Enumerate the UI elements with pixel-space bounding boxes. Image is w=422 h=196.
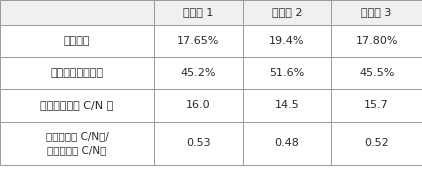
Bar [154,57,243,89]
Bar [243,0,331,24]
Bar [154,24,243,57]
Text: 51.6%: 51.6% [269,68,305,78]
Bar [243,122,331,165]
Bar [331,122,422,165]
Text: 秸秆中全氮量提高: 秸秆中全氮量提高 [51,68,103,78]
Bar [331,24,422,57]
Bar [0,122,154,165]
Text: 实施例 3: 实施例 3 [362,7,392,17]
Bar [154,122,243,165]
Text: 45.2%: 45.2% [181,68,216,78]
Text: 0.48: 0.48 [275,138,299,148]
Text: 19.4%: 19.4% [269,36,305,46]
Text: 实施例 1: 实施例 1 [183,7,214,17]
Text: 16.0: 16.0 [186,100,211,110]
Bar [331,57,422,89]
Text: 17.80%: 17.80% [355,36,398,46]
Bar [243,57,331,89]
Bar [154,0,243,24]
Text: 14.5: 14.5 [275,100,299,110]
Bar [243,24,331,57]
Text: 碳矿化率: 碳矿化率 [64,36,90,46]
Text: 0.53: 0.53 [186,138,211,148]
Bar [0,0,154,24]
Text: 17.65%: 17.65% [177,36,219,46]
Text: 15.7: 15.7 [364,100,389,110]
Bar [243,89,331,122]
Bar [331,0,422,24]
Text: 堆肥结束时的 C/N 比: 堆肥结束时的 C/N 比 [41,100,114,110]
Bar [331,89,422,122]
Text: 0.52: 0.52 [364,138,389,148]
Text: （堆肥结束 C/N）/
（堆肥初始 C/N）: （堆肥结束 C/N）/ （堆肥初始 C/N） [46,132,108,155]
Bar [0,24,154,57]
Bar [0,89,154,122]
Text: 实施例 2: 实施例 2 [272,7,302,17]
Text: 45.5%: 45.5% [359,68,394,78]
Bar [0,57,154,89]
Bar [154,89,243,122]
